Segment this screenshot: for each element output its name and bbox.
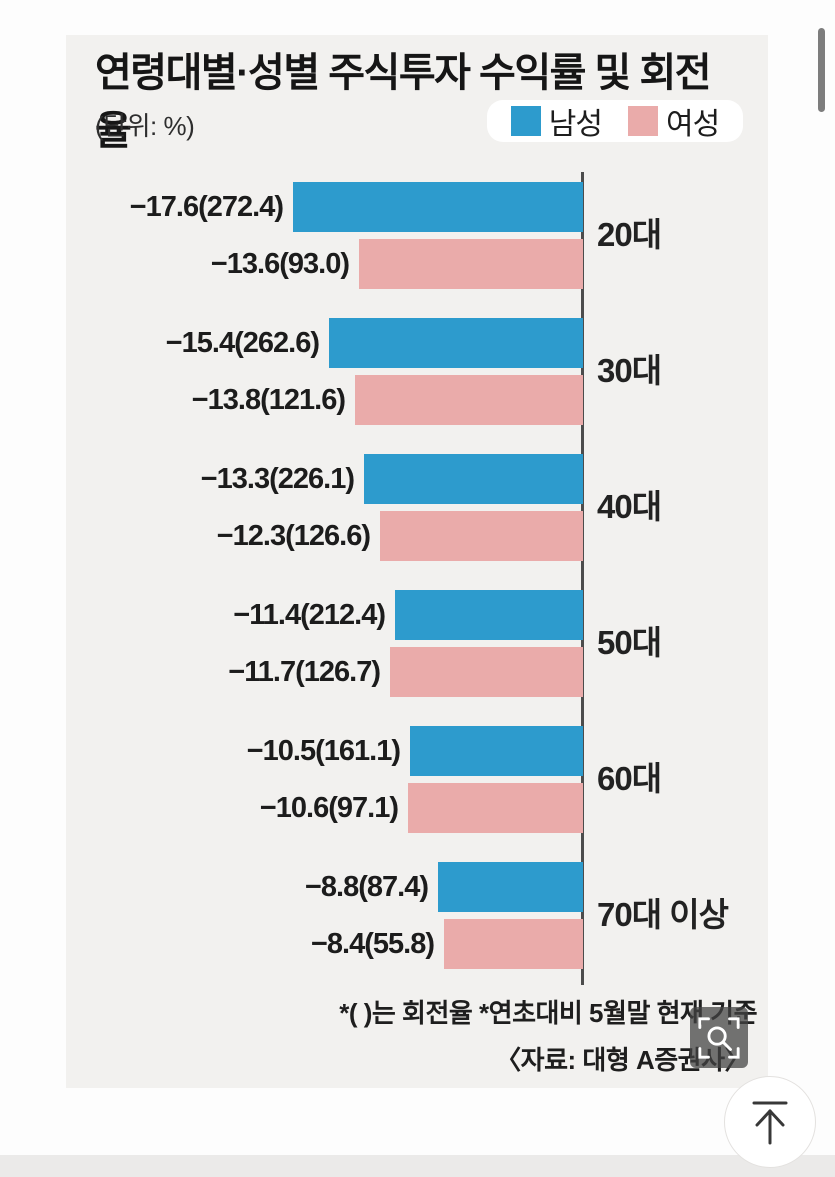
arrow-up-icon [752, 1101, 788, 1145]
legend-item-female: 여성 [628, 99, 720, 143]
legend-item-male: 남성 [510, 99, 603, 143]
male-color-swatch [510, 106, 541, 136]
chart-title: 연령대별·성별 주식투자 수익률 및 회전율 [95, 51, 712, 153]
legend-female-label: 여성 [666, 108, 720, 141]
unit-label: (단위: %) [95, 111, 195, 141]
legend: 남성 여성 [487, 100, 743, 142]
footnote: *( )는 회전율 *연초대비 5월말 현재 기준 [339, 998, 757, 1028]
magnifier-icon [698, 1016, 740, 1059]
scroll-to-top-button[interactable] [724, 1076, 816, 1168]
female-color-swatch [628, 106, 658, 136]
bottom-edge-strip [0, 1155, 835, 1177]
zoom-image-button[interactable] [690, 1007, 748, 1068]
scrollbar-thumb[interactable] [818, 28, 825, 112]
legend-male-label: 남성 [548, 108, 603, 141]
chart-card [66, 35, 768, 1088]
